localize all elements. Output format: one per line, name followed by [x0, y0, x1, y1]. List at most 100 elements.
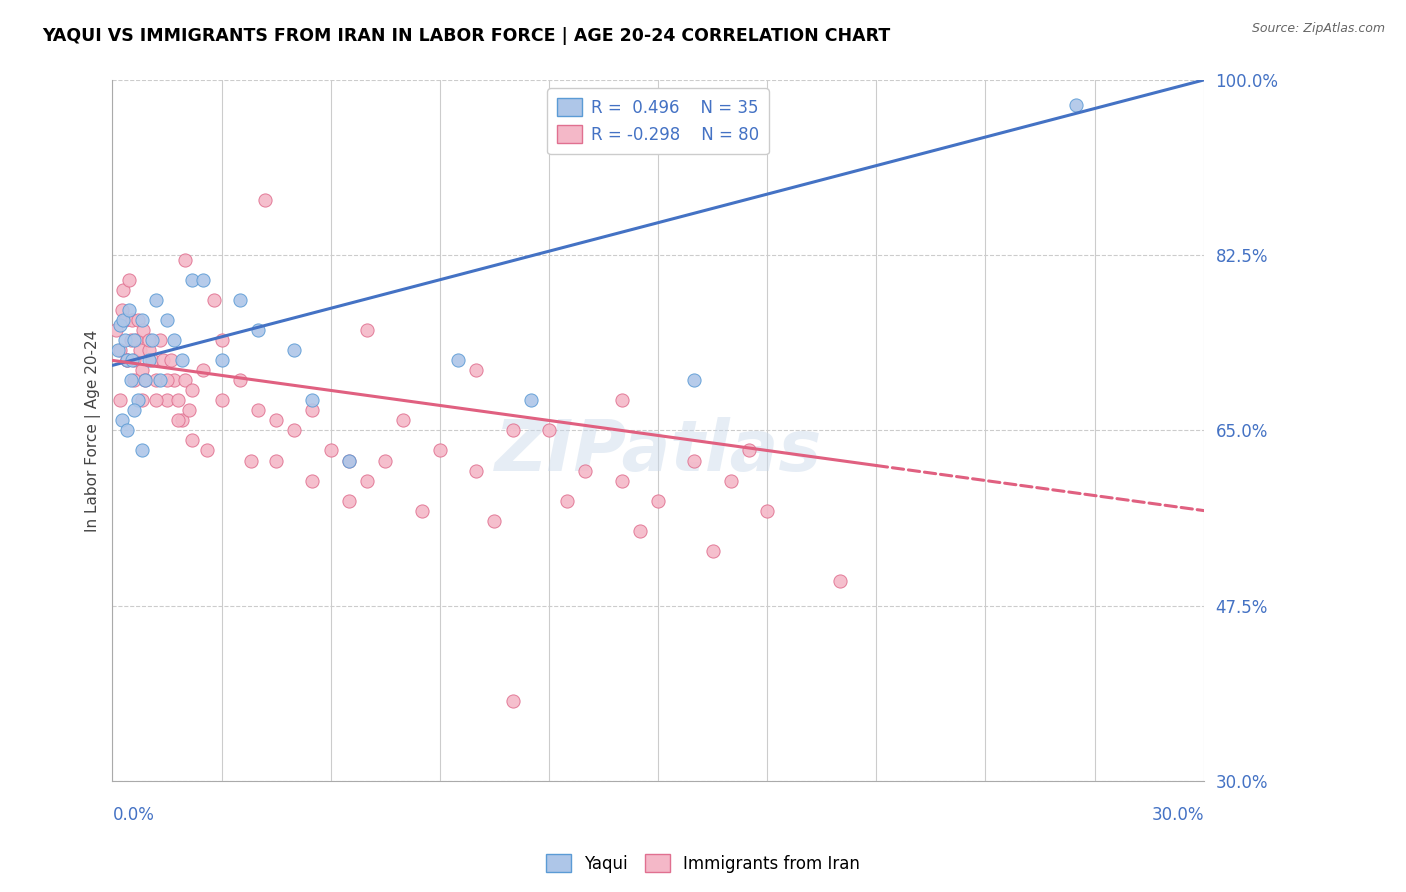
- Point: [156, 373, 179, 387]
- Point: [1066, 98, 1088, 112]
- Point: [114, 313, 136, 327]
- Point: [145, 293, 167, 308]
- Point: [264, 453, 287, 467]
- Point: [356, 474, 378, 488]
- Point: [177, 403, 200, 417]
- Point: [202, 293, 225, 308]
- Point: [702, 543, 724, 558]
- Point: [465, 463, 488, 477]
- Point: [374, 453, 396, 467]
- Point: [181, 273, 204, 287]
- Point: [138, 343, 160, 358]
- Point: [356, 323, 378, 337]
- Point: [115, 353, 138, 368]
- Point: [429, 443, 451, 458]
- Point: [229, 373, 252, 387]
- Point: [301, 403, 323, 417]
- Point: [138, 334, 160, 348]
- Point: [181, 434, 204, 448]
- Point: [131, 363, 153, 377]
- Point: [122, 334, 145, 348]
- Point: [193, 273, 215, 287]
- Text: Source: ZipAtlas.com: Source: ZipAtlas.com: [1251, 22, 1385, 36]
- Point: [610, 474, 633, 488]
- Point: [156, 393, 179, 408]
- Point: [484, 514, 506, 528]
- Point: [174, 253, 197, 268]
- Point: [156, 313, 179, 327]
- Point: [756, 503, 779, 517]
- Point: [211, 393, 233, 408]
- Point: [337, 493, 360, 508]
- Point: [211, 353, 233, 368]
- Text: 0.0%: 0.0%: [112, 806, 155, 824]
- Point: [337, 453, 360, 467]
- Point: [122, 353, 145, 368]
- Point: [118, 273, 141, 287]
- Point: [683, 373, 706, 387]
- Point: [127, 393, 149, 408]
- Point: [519, 393, 541, 408]
- Point: [134, 373, 156, 387]
- Point: [128, 343, 150, 358]
- Point: [107, 343, 129, 358]
- Point: [141, 334, 163, 348]
- Point: [141, 353, 163, 368]
- Point: [720, 474, 742, 488]
- Point: [145, 373, 167, 387]
- Point: [167, 413, 190, 427]
- Point: [121, 353, 143, 368]
- Point: [127, 313, 149, 327]
- Point: [628, 524, 651, 538]
- Point: [610, 393, 633, 408]
- Point: [115, 353, 138, 368]
- Point: [163, 334, 186, 348]
- Point: [283, 424, 305, 438]
- Point: [120, 373, 142, 387]
- Point: [828, 574, 851, 588]
- Point: [246, 403, 269, 417]
- Point: [170, 413, 193, 427]
- Point: [239, 453, 262, 467]
- Point: [301, 474, 323, 488]
- Point: [120, 334, 142, 348]
- Point: [574, 463, 596, 477]
- Point: [181, 384, 204, 398]
- Point: [132, 323, 155, 337]
- Point: [112, 283, 135, 297]
- Point: [167, 393, 190, 408]
- Point: [125, 334, 148, 348]
- Point: [159, 353, 181, 368]
- Point: [134, 373, 156, 387]
- Point: [174, 373, 197, 387]
- Point: [110, 303, 132, 318]
- Point: [337, 453, 360, 467]
- Point: [502, 694, 524, 708]
- Point: [502, 424, 524, 438]
- Point: [683, 453, 706, 467]
- Point: [254, 193, 277, 207]
- Point: [229, 293, 252, 308]
- Point: [108, 318, 131, 333]
- Point: [115, 353, 138, 368]
- Point: [392, 413, 415, 427]
- Point: [145, 393, 167, 408]
- Point: [110, 413, 132, 427]
- Point: [149, 373, 172, 387]
- Point: [114, 334, 136, 348]
- Point: [115, 424, 138, 438]
- Point: [112, 313, 135, 327]
- Point: [211, 334, 233, 348]
- Point: [319, 443, 342, 458]
- Point: [411, 503, 433, 517]
- Point: [163, 373, 186, 387]
- Point: [555, 493, 578, 508]
- Legend: R =  0.496    N = 35, R = -0.298    N = 80: R = 0.496 N = 35, R = -0.298 N = 80: [547, 88, 769, 154]
- Point: [465, 363, 488, 377]
- Legend: Yaqui, Immigrants from Iran: Yaqui, Immigrants from Iran: [540, 847, 866, 880]
- Point: [108, 343, 131, 358]
- Point: [537, 424, 560, 438]
- Text: 30.0%: 30.0%: [1152, 806, 1204, 824]
- Point: [122, 403, 145, 417]
- Point: [447, 353, 470, 368]
